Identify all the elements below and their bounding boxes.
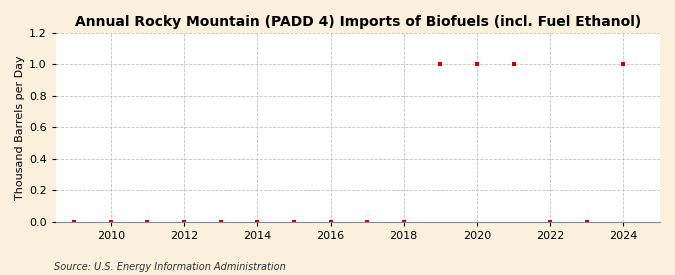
Y-axis label: Thousand Barrels per Day: Thousand Barrels per Day bbox=[15, 55, 25, 200]
Title: Annual Rocky Mountain (PADD 4) Imports of Biofuels (incl. Fuel Ethanol): Annual Rocky Mountain (PADD 4) Imports o… bbox=[75, 15, 641, 29]
Text: Source: U.S. Energy Information Administration: Source: U.S. Energy Information Administ… bbox=[54, 262, 286, 272]
